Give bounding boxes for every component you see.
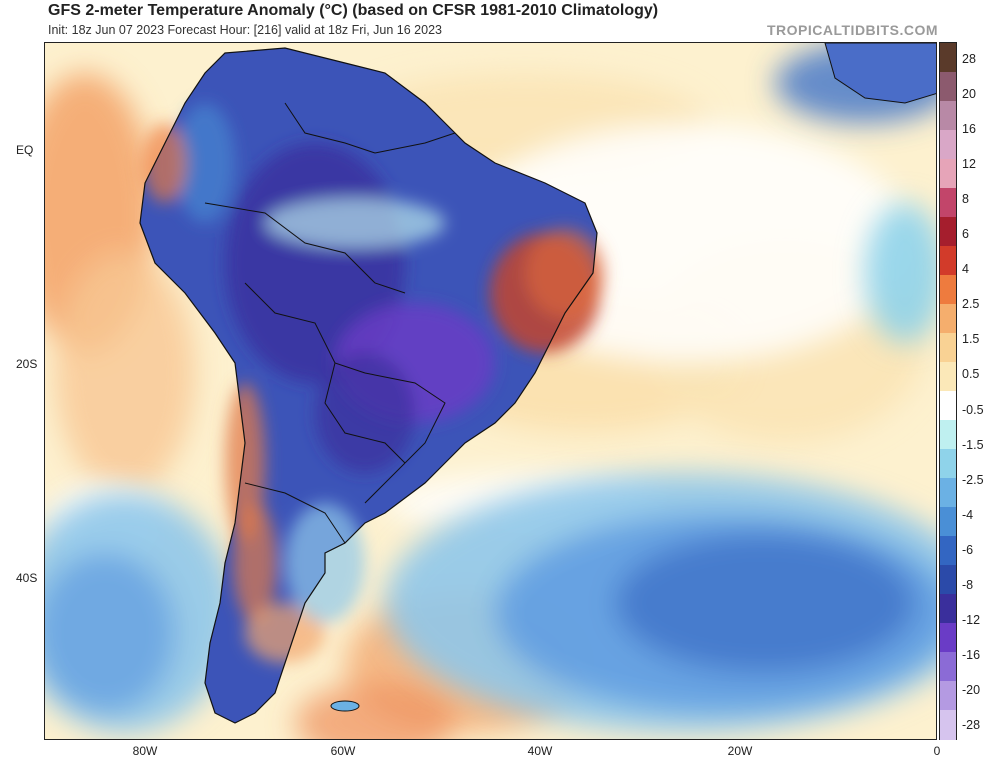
colorbar-segment: [940, 275, 956, 305]
colorbar-segment: [940, 623, 956, 653]
lon-label-80w: 80W: [132, 744, 158, 758]
colorbar-segment: [940, 594, 956, 624]
lon-label-40w: 40W: [527, 744, 553, 758]
colorbar-label: -16: [962, 647, 981, 662]
country-borders: [139, 47, 598, 724]
lat-label-40s: 40S: [16, 571, 38, 585]
colorbar-segment: [940, 72, 956, 102]
colorbar-segment: [940, 449, 956, 479]
colorbar-segment: [940, 507, 956, 537]
colorbar-segment: [940, 681, 956, 711]
colorbar-label: -8: [962, 577, 974, 592]
colorbar-segment: [940, 362, 956, 392]
colorbar-segment: [940, 391, 956, 421]
lat-label-eq: EQ: [16, 143, 34, 157]
anomaly-map: [44, 42, 937, 740]
colorbar-label: -20: [962, 682, 981, 697]
colorbar-segment: [940, 246, 956, 276]
lon-label-20w: 20W: [727, 744, 753, 758]
colorbar-segment: [940, 188, 956, 218]
colorbar-segment: [940, 304, 956, 334]
colorbar-segment: [940, 565, 956, 595]
colorbar-label: 6: [962, 227, 969, 242]
colorbar: [939, 42, 957, 740]
header: GFS 2-meter Temperature Anomaly (°C) (ba…: [0, 0, 1000, 42]
colorbar-segment: [940, 217, 956, 247]
colorbar-segment: [940, 536, 956, 566]
colorbar-segment: [940, 652, 956, 682]
lat-label-20s: 20S: [16, 357, 38, 371]
colorbar-label: -12: [962, 612, 981, 627]
lon-label-60w: 60W: [330, 744, 356, 758]
colorbar-segment: [940, 101, 956, 131]
colorbar-label: -2.5: [962, 472, 984, 487]
colorbar-label: 12: [962, 157, 976, 172]
colorbar-label: 1.5: [962, 332, 980, 347]
colorbar-label: -4: [962, 507, 974, 522]
lon-label-0: 0: [933, 744, 941, 758]
map-canvas: [45, 43, 936, 739]
map-title: GFS 2-meter Temperature Anomaly (°C) (ba…: [48, 2, 659, 19]
colorbar-label: 28: [962, 52, 976, 66]
africa-landmass: [824, 43, 936, 104]
colorbar-segment: [940, 478, 956, 508]
colorbar-label: -0.5: [962, 402, 984, 417]
colorbar-segment: [940, 333, 956, 363]
colorbar-label: 2.5: [962, 297, 980, 312]
colorbar-label: -1.5: [962, 437, 984, 452]
colorbar-label: -28: [962, 718, 981, 732]
colorbar-segment: [940, 710, 956, 740]
site-credit: TROPICALTIDBITS.COM: [766, 22, 938, 38]
colorbar-segment: [940, 130, 956, 160]
map-subtitle: Init: 18z Jun 07 2023 Forecast Hour: [21…: [48, 23, 442, 37]
colorbar-segment: [940, 420, 956, 450]
colorbar-label: 8: [962, 192, 969, 207]
colorbar-label: 20: [962, 87, 976, 102]
colorbar-label: 4: [962, 262, 969, 277]
colorbar-segment: [940, 43, 956, 73]
falkland-islands: [330, 700, 360, 712]
colorbar-label: -6: [962, 542, 974, 557]
colorbar-segment: [940, 159, 956, 189]
colorbar-label: 0.5: [962, 367, 980, 382]
land-anomaly-shading: [143, 103, 605, 663]
colorbar-label: 16: [962, 122, 976, 137]
